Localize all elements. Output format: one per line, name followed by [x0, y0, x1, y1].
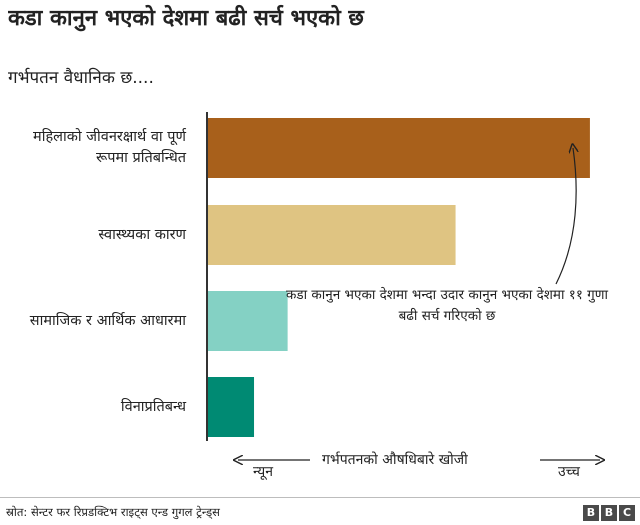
logo-letter: B — [583, 505, 599, 521]
category-label: विनाप्रतिबन्ध — [120, 398, 186, 415]
bar — [207, 291, 288, 351]
chart-annotation: कडा कानुन भएका देशमा भन्दा उदार कानुन भए… — [286, 287, 608, 324]
chart-title: कडा कानुन भएको देशमा बढी सर्च भएको छ — [8, 6, 364, 31]
x-axis-high-label: उच्च — [558, 462, 580, 482]
x-axis-low-label: न्यून — [253, 462, 274, 482]
bar-chart — [206, 112, 640, 500]
chart-subtitle: गर्भपतन वैधानिक छ.... — [8, 68, 154, 88]
logo-letter: B — [601, 505, 617, 521]
bar — [207, 377, 255, 437]
footer-divider — [0, 497, 640, 498]
category-label: स्वास्थ्यका कारण — [98, 226, 186, 243]
annotation-arrow — [555, 148, 576, 285]
bbc-logo: B B C — [583, 505, 635, 521]
category-label: सामाजिक र आर्थिक आधारमा — [29, 312, 186, 329]
source-text: स्रोत: सेन्टर फर रिप्रडक्टिभ राइट्स एन्ड… — [6, 505, 220, 519]
bars-layer — [207, 118, 590, 437]
x-axis-label: गर्भपतनको औषधिबारे खोजी — [318, 450, 472, 470]
bar — [207, 118, 590, 178]
category-label: महिलाको जीवनरक्षार्थ वा पूर्ण रूपमा प्रत… — [33, 129, 186, 166]
logo-letter: C — [619, 505, 635, 521]
bar — [207, 205, 456, 265]
